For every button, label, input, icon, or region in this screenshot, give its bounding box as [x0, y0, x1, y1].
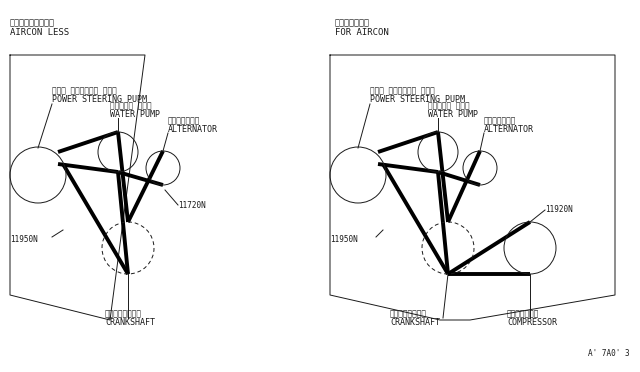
Text: オルタネイター: オルタネイター	[168, 116, 200, 125]
Text: A' 7A0' 3: A' 7A0' 3	[588, 349, 630, 358]
Text: パワー ステアリング ポンプ: パワー ステアリング ポンプ	[370, 86, 435, 95]
Text: ALTERNATOR: ALTERNATOR	[484, 125, 534, 134]
Text: クランクシャフト: クランクシャフト	[105, 309, 142, 318]
Text: POWER STEERING PUPM: POWER STEERING PUPM	[52, 95, 147, 104]
Text: クランクシャフト: クランクシャフト	[390, 309, 427, 318]
Text: エアコン付仕様: エアコン付仕様	[335, 18, 370, 27]
Text: 11950N: 11950N	[330, 235, 358, 244]
Text: COMPRESSOR: COMPRESSOR	[507, 318, 557, 327]
Text: ALTERNATOR: ALTERNATOR	[168, 125, 218, 134]
Text: POWER STEERING PUPM: POWER STEERING PUPM	[370, 95, 465, 104]
Text: パワー ステアリング ポンプ: パワー ステアリング ポンプ	[52, 86, 116, 95]
Text: WATER PUMP: WATER PUMP	[428, 110, 478, 119]
Text: AIRCON LESS: AIRCON LESS	[10, 28, 69, 37]
Text: コンプレッサー: コンプレッサー	[507, 309, 540, 318]
Text: FOR AIRCON: FOR AIRCON	[335, 28, 388, 37]
Text: CRANKSHAFT: CRANKSHAFT	[105, 318, 155, 327]
Text: CRANKSHAFT: CRANKSHAFT	[390, 318, 440, 327]
Text: 11950N: 11950N	[10, 235, 38, 244]
Text: 11720N: 11720N	[178, 201, 205, 209]
Text: 11920N: 11920N	[545, 205, 573, 215]
Text: ウォーター ポンプ: ウォーター ポンプ	[428, 101, 470, 110]
Text: WATER PUMP: WATER PUMP	[110, 110, 160, 119]
Text: ウォーター ポンプ: ウォーター ポンプ	[110, 101, 152, 110]
Text: オルタネイター: オルタネイター	[484, 116, 516, 125]
Text: エアコン　無し仕様: エアコン 無し仕様	[10, 18, 55, 27]
